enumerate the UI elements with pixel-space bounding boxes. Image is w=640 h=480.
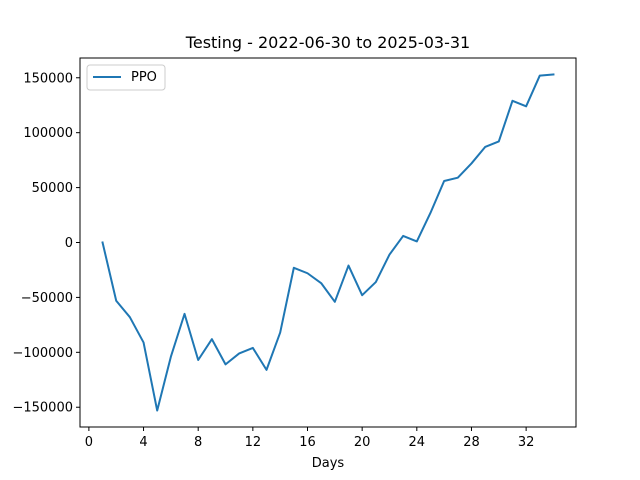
series-layer bbox=[101, 73, 555, 412]
chart-title: Testing - 2022-06-30 to 2025-03-31 bbox=[185, 33, 470, 52]
legend: PPO bbox=[86, 64, 166, 91]
x-tick-label: 28 bbox=[463, 435, 480, 450]
x-tick-label: 16 bbox=[299, 435, 316, 450]
y-tick-label: 150000 bbox=[23, 71, 73, 86]
y-tick-label: −50000 bbox=[21, 291, 73, 306]
y-tick-label: −150000 bbox=[12, 401, 73, 416]
y-tick-label: 0 bbox=[65, 236, 73, 251]
x-tick-label: 12 bbox=[245, 435, 262, 450]
legend-box bbox=[86, 64, 166, 91]
y-axis-ticks: −150000 −100000 −50000 0 50000 100000 150000 bbox=[12, 71, 80, 416]
y-tick-label: −100000 bbox=[12, 346, 73, 361]
y-tick-label: 50000 bbox=[32, 181, 73, 196]
x-axis-ticks: 0 4 8 12 16 20 24 28 32 bbox=[85, 427, 535, 450]
x-tick-label: 24 bbox=[409, 435, 426, 450]
legend-label-ppo: PPO bbox=[131, 70, 157, 85]
series-line-ppo bbox=[101, 73, 555, 412]
x-axis-label: Days bbox=[312, 456, 345, 471]
x-tick-label: 8 bbox=[194, 435, 202, 450]
x-tick-label: 32 bbox=[518, 435, 535, 450]
y-tick-label: 100000 bbox=[23, 126, 73, 141]
x-tick-label: 4 bbox=[139, 435, 147, 450]
x-tick-label: 0 bbox=[85, 435, 93, 450]
x-tick-label: 20 bbox=[354, 435, 371, 450]
